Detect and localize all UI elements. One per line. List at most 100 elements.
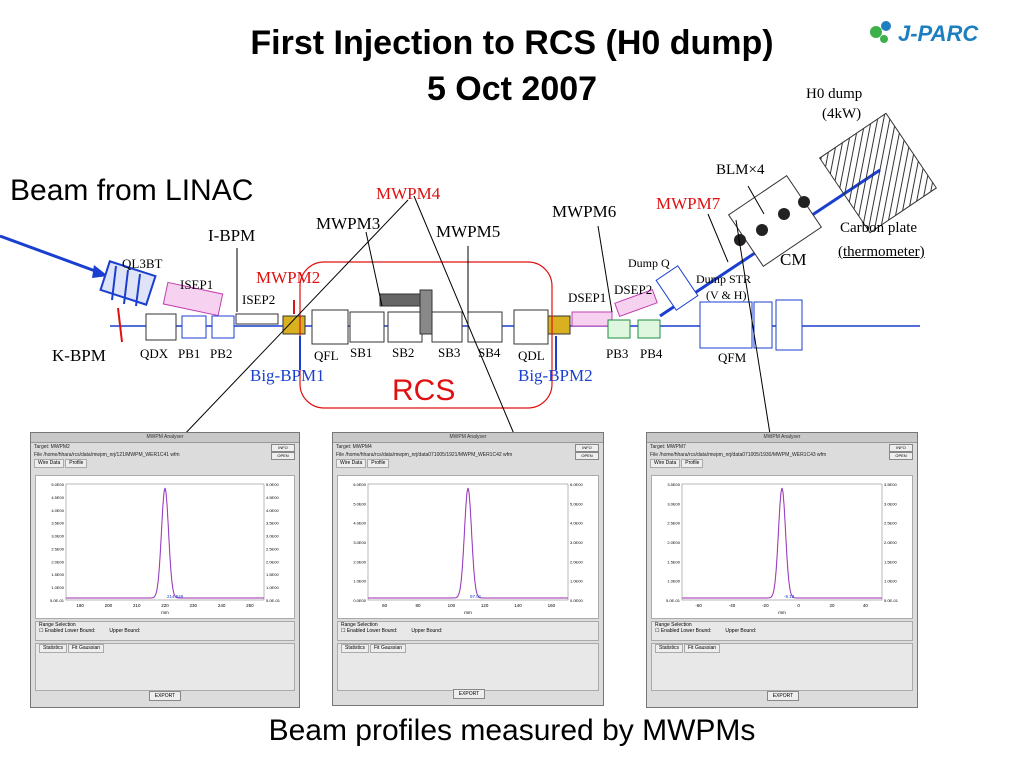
label-h0-dump: H0 dump: [806, 86, 863, 102]
tab-fit-gaussian[interactable]: Fit Gaussian: [370, 644, 407, 653]
info-button[interactable]: INFO: [575, 444, 599, 452]
label-dump-str: Dump STR: [696, 272, 752, 286]
profile-plot: 3.5E00 3.5E00 3.0E00 3.0E00 2.5E00 2.5E00 2.0E…: [651, 475, 913, 619]
x-tick-label: 100: [448, 603, 456, 608]
range-selection-panel: Range Selection ☐ Enabled Lower Bound: U…: [35, 621, 295, 641]
tab-wire-data[interactable]: Wire Data: [650, 459, 681, 468]
tab-wire-data[interactable]: Wire Data: [336, 459, 367, 468]
tab-statistics[interactable]: Statistics: [39, 644, 68, 653]
y-tick-label: 1.5E00: [51, 572, 64, 577]
tab-statistics[interactable]: Statistics: [341, 644, 370, 653]
label-pb3: PB3: [606, 346, 629, 361]
slide-title-line1: First Injection to RCS (H0 dump): [250, 24, 774, 62]
pb1-magnet: [181, 315, 207, 339]
info-button[interactable]: INFO: [889, 444, 913, 452]
window-titlebar: MWPM Analyser: [31, 433, 299, 443]
y-tick-label: 3.0E00: [667, 501, 680, 506]
lower-bound-label: Lower Bound:: [680, 628, 712, 634]
incoming-beam-arrowhead: [92, 265, 108, 278]
mwpm4-to-window-pointer: [413, 195, 515, 435]
dsep2-magnet: [614, 288, 658, 318]
open-button[interactable]: OPEN: [889, 452, 913, 460]
y-tick-label-right: 6.0E00: [570, 482, 583, 487]
label-k-bpm: K-BPM: [52, 346, 106, 365]
qfl-magnet: [311, 309, 349, 345]
x-axis-unit: mm: [161, 610, 169, 615]
y-tick-label: 4.0E00: [51, 508, 64, 513]
label-mwpm5: MWPM5: [436, 222, 501, 241]
enabled-checkbox[interactable]: Enabled: [660, 628, 680, 634]
lower-bound-label: Lower Bound:: [366, 628, 398, 634]
mwpm7-analyser-window: MWPM Analyser Target: MWPM7 INFO File /h…: [646, 432, 918, 708]
label-pb1: PB1: [178, 346, 201, 361]
label-qdx: QDX: [140, 346, 169, 361]
label-mwpm6: MWPM6: [552, 202, 617, 221]
y-tick-label-right: 4.5E00: [266, 495, 279, 500]
y-tick-label-right: 3.0E00: [570, 540, 583, 545]
window-titlebar: MWPM Analyser: [333, 433, 603, 443]
export-button[interactable]: EXPORT: [453, 689, 485, 699]
y-tick-label: 5.0E00: [353, 501, 366, 506]
mwpm4-analyser-window: MWPM Analyser Target: MWPM4 INFO File /h…: [332, 432, 604, 706]
peak-position-label: -9.13: [784, 594, 795, 599]
y-tick-label: 3.0E00: [51, 534, 64, 539]
tab-profile[interactable]: Profile: [65, 459, 88, 468]
tab-fit-gaussian[interactable]: Fit Gaussian: [684, 644, 721, 653]
tab-fit-gaussian[interactable]: Fit Gaussian: [68, 644, 105, 653]
export-button[interactable]: EXPORT: [149, 691, 181, 701]
tab-wire-data[interactable]: Wire Data: [34, 459, 65, 468]
x-tick-label: -40: [729, 603, 736, 608]
h0-dump-block: [818, 112, 938, 234]
y-tick-label: 0.0E00: [353, 598, 366, 603]
label-big-bpm2: Big-BPM2: [518, 366, 593, 385]
statistics-panel: Statistics Fit Gaussian: [651, 643, 913, 691]
chicane-support: [379, 293, 421, 307]
y-tick-label: 5.0E-01: [50, 598, 65, 603]
blm-4: [798, 196, 810, 208]
label-sb4: SB4: [478, 345, 501, 360]
y-tick-label: 2.5E00: [51, 546, 64, 551]
tab-profile[interactable]: Profile: [367, 459, 390, 468]
bottom-caption: Beam profiles measured by MWPMs: [268, 714, 756, 747]
slide-title-line2: 5 Oct 2007: [426, 70, 598, 108]
qfm-aux-2: [775, 299, 803, 351]
y-tick-label: 1.0E00: [353, 579, 366, 584]
info-button[interactable]: INFO: [271, 444, 295, 452]
y-tick-label: 1.5E00: [667, 559, 680, 564]
y-tick-label: 4.0E00: [353, 521, 366, 526]
open-button[interactable]: OPEN: [575, 452, 599, 460]
y-tick-label: 3.5E00: [667, 482, 680, 487]
label-isep2: ISEP2: [242, 292, 276, 307]
y-tick-label-right: 2.5E00: [266, 546, 279, 551]
mwpm7-pointer: [707, 213, 729, 263]
x-tick-label: 210: [133, 603, 141, 608]
beam-from-linac-label: Beam from LINAC: [10, 174, 254, 207]
y-tick-label-right: 1.5E00: [884, 559, 897, 564]
y-tick-label-right: 1.5E00: [266, 572, 279, 577]
label-dump-q: Dump Q: [628, 256, 670, 270]
y-tick-label: 1.0E00: [51, 585, 64, 590]
open-button[interactable]: OPEN: [271, 452, 295, 460]
enabled-checkbox[interactable]: Enabled: [346, 628, 366, 634]
x-tick-label: 20: [829, 603, 835, 608]
x-tick-label: 0: [797, 603, 800, 608]
enabled-checkbox[interactable]: Enabled: [44, 628, 64, 634]
x-tick-label: 190: [76, 603, 84, 608]
tab-profile[interactable]: Profile: [681, 459, 704, 468]
logo-wordmark: J-PARC: [898, 21, 979, 46]
pb4-magnet: [637, 319, 661, 339]
label-h0-dump-power: (4kW): [822, 106, 862, 122]
profile-plot: 5.0E00 5.0E00 4.5E00 4.5E00 4.0E00 4.0E00 3.5E…: [35, 475, 295, 619]
incoming-beam-line: [0, 234, 99, 274]
x-tick-label: 140: [514, 603, 522, 608]
pb3-magnet: [607, 319, 631, 339]
export-button[interactable]: EXPORT: [767, 691, 799, 701]
tab-statistics[interactable]: Statistics: [655, 644, 684, 653]
y-tick-label: 2.0E00: [353, 559, 366, 564]
range-selection-title: Range Selection: [341, 622, 378, 628]
lower-bound-label: Lower Bound:: [64, 628, 96, 634]
isep1-magnet: [162, 281, 224, 317]
range-selection-panel: Range Selection ☐ Enabled Lower Bound: U…: [337, 621, 599, 641]
y-tick-label-right: 4.0E00: [266, 508, 279, 513]
